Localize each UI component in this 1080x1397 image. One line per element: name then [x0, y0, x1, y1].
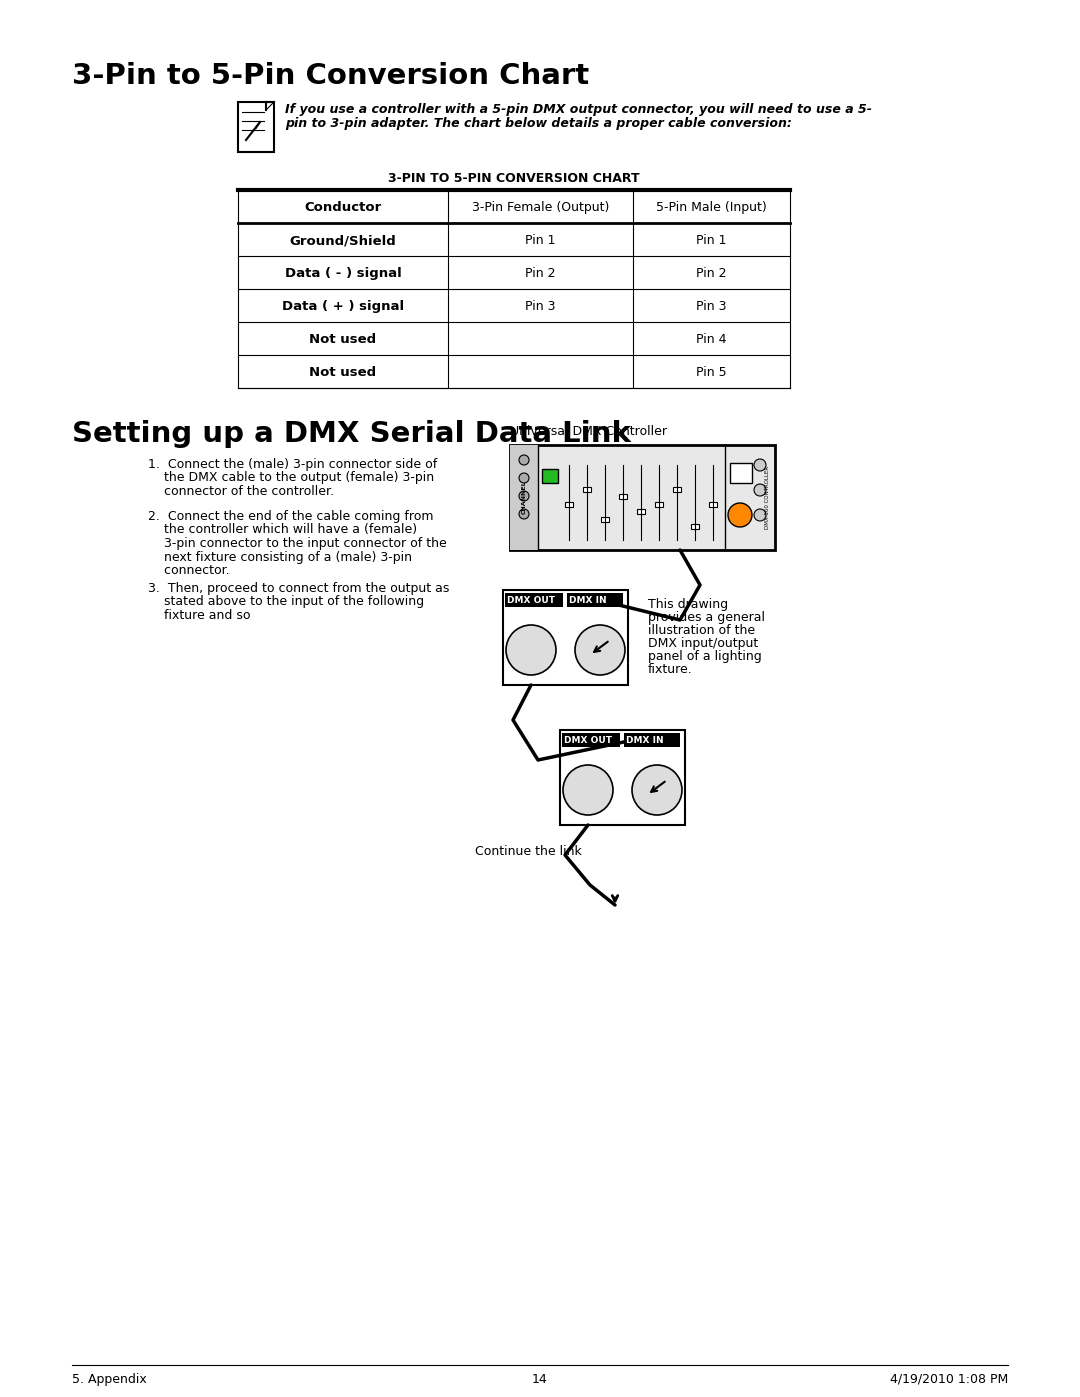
Text: Ground/Shield: Ground/Shield	[289, 235, 396, 247]
Text: DMX IN: DMX IN	[626, 736, 663, 745]
Bar	[561, 731, 685, 826]
Text: Conductor: Conductor	[305, 201, 381, 214]
Text: Pin 1: Pin 1	[697, 235, 727, 247]
Bar	[673, 486, 681, 492]
Circle shape	[519, 509, 529, 520]
Circle shape	[519, 455, 529, 465]
Bar	[624, 733, 680, 747]
Circle shape	[754, 460, 766, 471]
Text: Data ( + ) signal: Data ( + ) signal	[282, 300, 404, 313]
Text: Setting up a DMX Serial Data Link: Setting up a DMX Serial Data Link	[72, 420, 631, 448]
Text: 14: 14	[532, 1373, 548, 1386]
Circle shape	[507, 624, 556, 675]
Bar	[637, 509, 645, 514]
Circle shape	[632, 766, 681, 814]
Bar	[619, 495, 627, 499]
Text: 4/19/2010 1:08 PM: 4/19/2010 1:08 PM	[890, 1373, 1008, 1386]
Text: Universal DMX Controller: Universal DMX Controller	[510, 425, 667, 439]
Bar	[510, 446, 538, 550]
Bar	[565, 502, 573, 507]
Text: next fixture consisting of a (male) 3-pin: next fixture consisting of a (male) 3-pi…	[148, 550, 411, 563]
Text: 5-Pin Male (Input): 5-Pin Male (Input)	[657, 201, 767, 214]
Text: Pin 3: Pin 3	[525, 300, 556, 313]
Bar	[567, 592, 623, 608]
Text: Pin 5: Pin 5	[697, 366, 727, 379]
Text: panel of a lighting: panel of a lighting	[648, 650, 761, 664]
Text: DMX IN: DMX IN	[569, 597, 607, 605]
Text: CHANNEL: CHANNEL	[522, 481, 527, 514]
Text: Not used: Not used	[310, 366, 377, 379]
Bar	[708, 502, 717, 507]
Text: Pin 3: Pin 3	[697, 300, 727, 313]
Bar	[238, 102, 274, 152]
Text: connector.: connector.	[148, 564, 230, 577]
Bar	[505, 592, 563, 608]
Circle shape	[575, 624, 625, 675]
Text: Pin 2: Pin 2	[697, 267, 727, 279]
Text: provides a general: provides a general	[648, 610, 765, 624]
Circle shape	[519, 474, 529, 483]
Text: pin to 3-pin adapter. The chart below details a proper cable conversion:: pin to 3-pin adapter. The chart below de…	[285, 117, 792, 130]
Text: fixture and so: fixture and so	[148, 609, 251, 622]
Text: 3-Pin to 5-Pin Conversion Chart: 3-Pin to 5-Pin Conversion Chart	[72, 61, 589, 89]
Text: 5. Appendix: 5. Appendix	[72, 1373, 147, 1386]
Circle shape	[728, 503, 752, 527]
Bar	[600, 517, 609, 521]
Circle shape	[519, 490, 529, 502]
Bar	[503, 590, 627, 685]
Text: DMX OUT: DMX OUT	[507, 597, 555, 605]
Bar	[542, 469, 558, 483]
Circle shape	[563, 766, 613, 814]
Bar	[562, 733, 620, 747]
Text: Pin 1: Pin 1	[525, 235, 556, 247]
Bar	[510, 446, 775, 550]
Text: illustration of the: illustration of the	[648, 624, 755, 637]
Text: 2.  Connect the end of the cable coming from: 2. Connect the end of the cable coming f…	[148, 510, 433, 522]
Text: DMX OUT: DMX OUT	[564, 736, 612, 745]
Text: the DMX cable to the output (female) 3-pin: the DMX cable to the output (female) 3-p…	[148, 472, 434, 485]
Text: 3.  Then, proceed to connect from the output as: 3. Then, proceed to connect from the out…	[148, 583, 449, 595]
Text: 1.  Connect the (male) 3-pin connector side of: 1. Connect the (male) 3-pin connector si…	[148, 458, 437, 471]
Text: This drawing: This drawing	[648, 598, 728, 610]
Text: Pin 4: Pin 4	[697, 332, 727, 346]
Bar	[730, 462, 752, 483]
Text: 3-pin connector to the input connector of the: 3-pin connector to the input connector o…	[148, 536, 447, 550]
Circle shape	[754, 509, 766, 521]
Text: 3-PIN TO 5-PIN CONVERSION CHART: 3-PIN TO 5-PIN CONVERSION CHART	[388, 172, 639, 184]
Text: DMX input/output: DMX input/output	[648, 637, 758, 650]
Text: If you use a controller with a 5-pin DMX output connector, you will need to use : If you use a controller with a 5-pin DMX…	[285, 103, 872, 116]
Circle shape	[754, 483, 766, 496]
Text: Pin 2: Pin 2	[525, 267, 556, 279]
Text: the controller which will have a (female): the controller which will have a (female…	[148, 524, 417, 536]
Text: 3-Pin Female (Output): 3-Pin Female (Output)	[472, 201, 609, 214]
Text: connector of the controller.: connector of the controller.	[148, 485, 334, 497]
Bar	[654, 502, 663, 507]
Bar	[583, 486, 591, 492]
Text: Not used: Not used	[310, 332, 377, 346]
Text: fixture.: fixture.	[648, 664, 692, 676]
Text: Data ( - ) signal: Data ( - ) signal	[285, 267, 402, 279]
Text: DMX-560 CONTROLLER: DMX-560 CONTROLLER	[765, 467, 770, 529]
Text: stated above to the input of the following: stated above to the input of the followi…	[148, 595, 424, 609]
Bar	[691, 524, 699, 529]
Text: Continue the link: Continue the link	[475, 845, 582, 858]
